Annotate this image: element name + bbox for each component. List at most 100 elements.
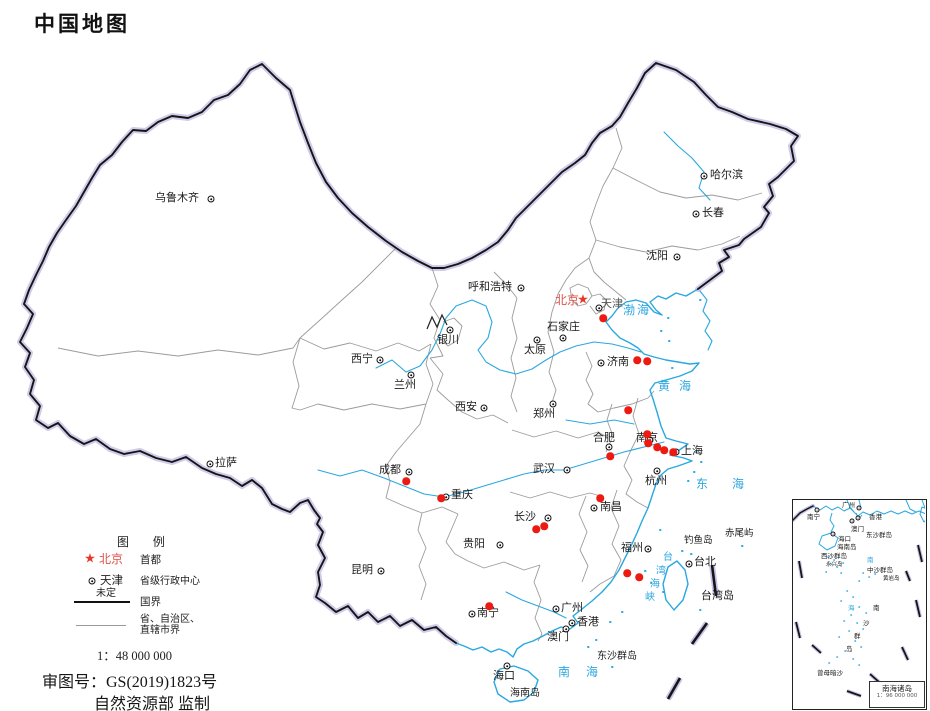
red-data-point xyxy=(644,439,652,447)
red-data-point xyxy=(635,573,643,581)
island-label-taiwan: 台湾岛 xyxy=(701,589,734,602)
sea-label-donghai: 东海 xyxy=(696,477,769,491)
city-marker xyxy=(207,195,215,203)
city-label-haikou: 海口 xyxy=(493,669,515,682)
national-boundary xyxy=(19,62,799,644)
legend-national-boundary-label: 国界 xyxy=(140,596,161,608)
legend-capital-desc: 首都 xyxy=(140,554,161,566)
inset-nansha-char: 南 xyxy=(873,604,880,612)
legend-province-boundary-label-1: 省、自治区、 xyxy=(140,614,200,625)
strait-label-char: 海 xyxy=(650,579,660,590)
inset-map-svg xyxy=(793,500,925,698)
inset-nansha-char: 岛 xyxy=(846,645,853,653)
city-marker xyxy=(685,560,693,568)
city-marker xyxy=(517,284,525,292)
city-label-shanghai: 上海 xyxy=(681,444,703,457)
city-label-shenyang: 沈阳 xyxy=(646,249,668,262)
inset-nansha-char: 群 xyxy=(854,632,861,640)
city-label-taiyuan: 太原 xyxy=(524,343,546,356)
city-marker xyxy=(559,334,567,342)
capital-label: 北京 xyxy=(555,293,580,307)
city-label-xian: 西安 xyxy=(455,400,477,413)
legend-undetermined-label: 未定 xyxy=(96,588,116,599)
city-marker xyxy=(700,172,708,180)
city-label-haerbin: 哈尔滨 xyxy=(710,168,743,181)
inset-label-zengmu: 曾母暗沙 xyxy=(817,669,843,677)
red-data-point xyxy=(643,357,651,365)
city-marker xyxy=(503,662,511,670)
inset-label-hongkong: 香港 xyxy=(869,513,882,521)
city-marker xyxy=(644,545,652,553)
inset-island-dots xyxy=(825,556,877,666)
inset-sea-label-char: 南 xyxy=(867,556,874,564)
red-data-point xyxy=(653,443,661,451)
south-china-sea-inset: 南宁 广州 香港 澳门 海口 海南岛 东沙群岛 西沙群岛 永兴岛 南 中沙群岛 … xyxy=(792,499,927,710)
island-label-diaoyu: 钓鱼岛 xyxy=(684,535,713,546)
legend-admin-name: 天津 xyxy=(100,573,123,587)
city-marker xyxy=(597,359,605,367)
city-marker xyxy=(673,253,681,261)
inset-label-dongsha: 东沙群岛 xyxy=(866,531,892,539)
inset-national-boundary xyxy=(793,505,814,521)
city-label-taibei: 台北 xyxy=(694,555,716,568)
city-label-changsha: 长沙 xyxy=(514,510,536,523)
city-marker xyxy=(595,304,603,312)
city-marker xyxy=(405,468,413,476)
red-data-point xyxy=(402,477,410,485)
province-boundaries xyxy=(57,127,763,642)
city-marker xyxy=(653,467,661,475)
page-title: 中国地图 xyxy=(34,12,130,36)
inset-city-marker xyxy=(855,515,861,521)
approval-number: 审图号：GS(2019)1823号 xyxy=(42,674,218,691)
island-label-hainan: 海南岛 xyxy=(510,688,540,699)
national-boundary-glow xyxy=(17,60,801,646)
legend-capital-name: 北京 xyxy=(99,552,124,566)
inset-city-marker xyxy=(856,505,862,511)
legend-national-boundary-sample xyxy=(74,601,130,604)
city-label-chengdu: 成都 xyxy=(379,463,401,476)
inset-label-macau: 澳门 xyxy=(851,525,864,533)
in set-label-haikou: 海口 xyxy=(838,535,851,543)
sea-label-bohai: 渤海 xyxy=(623,303,652,317)
city-marker xyxy=(692,210,700,218)
city-label-kunming: 昆明 xyxy=(351,563,373,576)
city-label-guiyang: 贵阳 xyxy=(463,537,485,550)
city-label-tianjin: 天津 xyxy=(601,297,623,310)
city-label-huhehaote: 呼和浩特 xyxy=(468,280,512,293)
city-marker xyxy=(563,466,571,474)
city-marker xyxy=(377,567,385,575)
city-marker xyxy=(544,514,552,522)
city-label-jinan: 济南 xyxy=(607,355,629,368)
inset-title-box: 南海诸岛 1：96 000 000 xyxy=(869,681,925,708)
red-data-point xyxy=(532,525,540,533)
inset-city-marker xyxy=(849,518,855,524)
inset-title: 南海诸岛 xyxy=(882,684,912,693)
city-label-hangzhou: 杭州 xyxy=(645,474,667,487)
city-marker xyxy=(480,404,488,412)
city-marker xyxy=(533,336,541,344)
inset-label-yongxing: 永兴岛 xyxy=(826,562,843,568)
red-data-point xyxy=(643,430,651,438)
city-label-shijiazhuang: 石家庄 xyxy=(547,320,580,333)
inset-label-zhongsha: 中沙群岛 xyxy=(867,566,893,574)
island-label-dongsha: 东沙群岛 xyxy=(597,651,637,662)
legend-capital-star-icon: ★ xyxy=(84,551,96,567)
inset-coastline xyxy=(812,500,925,551)
legend-admin-desc: 省级行政中心 xyxy=(140,576,200,587)
sea-label-nanhai: 南海 xyxy=(558,665,615,679)
city-label-yinchuan: 银川 xyxy=(437,333,459,346)
inset-city-marker xyxy=(830,531,836,537)
nine-dash-line xyxy=(665,564,719,701)
city-marker xyxy=(562,625,570,633)
city-label-lasa: 拉萨 xyxy=(215,456,237,469)
red-data-point xyxy=(623,569,631,577)
inset-scale: 1：96 000 000 xyxy=(876,693,918,700)
inset-sea-label-char: 海 xyxy=(848,604,855,612)
publisher: 自然资源部 监制 xyxy=(94,696,211,711)
city-marker xyxy=(568,619,576,627)
legend-admin-marker-icon xyxy=(88,577,96,585)
island-label-chiwei: 赤尾屿 xyxy=(725,528,754,539)
city-marker xyxy=(552,605,560,613)
